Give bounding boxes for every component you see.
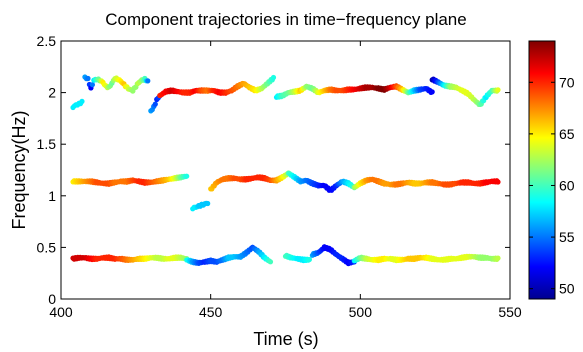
y-tick-label: 2.5 [37,33,57,49]
colorbar-tick-label: 55 [559,229,575,245]
colorbar-tick-label: 65 [559,126,575,142]
data-point [306,256,312,263]
trajectory-segment [429,76,501,107]
x-tick-label: 500 [349,304,373,320]
trajectory-segment [273,83,435,100]
colorbar-ticks: 50 55 60 65 70 [529,74,575,297]
x-axis-title: Time (s) [253,329,318,349]
colorbar-tick-label: 60 [559,177,575,193]
data-point [89,82,95,88]
data-point [429,89,435,95]
y-tick-label: 2 [48,85,56,101]
data-point [270,74,277,81]
trajectory-segment [351,176,501,190]
trajectory-segment [157,74,277,99]
x-tick-label: 550 [498,304,522,320]
trajectory-segment [208,170,292,192]
trajectory-segment [282,252,312,264]
colorbar-tick-label: 50 [559,281,575,297]
trajectory-segment [70,173,190,187]
y-tick-label: 1 [48,188,56,204]
chart-title: Component trajectories in time−frequency… [105,10,466,29]
y-axis-title: Frequency(Hz) [9,110,29,229]
colorbar: 50 55 60 65 70 [528,40,575,300]
trajectory-segment [351,253,501,264]
plot-area: 400 450 500 550 0 0.5 1 1.5 2 2.5 [37,33,522,320]
tick-layer: 400 450 500 550 0 0.5 1 1.5 2 2.5 [37,33,522,320]
colorbar-tick-label: 70 [559,74,575,90]
y-tick-label: 0 [48,291,56,307]
data-point [184,173,190,179]
y-tick-label: 0.5 [37,239,57,255]
trajectory-segment [190,200,211,212]
data-point [495,87,501,93]
trajectory-segment [70,254,190,263]
x-tick-label: 400 [49,304,73,320]
y-tick-label: 1.5 [37,136,57,152]
data-point [495,255,501,261]
trajectory-segment [184,244,274,266]
data-point [79,98,85,104]
data-point [85,75,91,82]
data-point [205,200,211,207]
data-point [152,101,158,107]
data-layer [70,74,501,267]
trajectory-segment [70,98,85,111]
trajectory-segment [82,74,151,94]
x-tick-label: 450 [199,304,223,320]
trajectory-segment [285,170,357,193]
data-point [267,259,274,265]
colorbar-scale [528,40,556,300]
data-point [145,78,151,84]
data-point [495,179,501,185]
trajectory-segment [309,244,357,267]
